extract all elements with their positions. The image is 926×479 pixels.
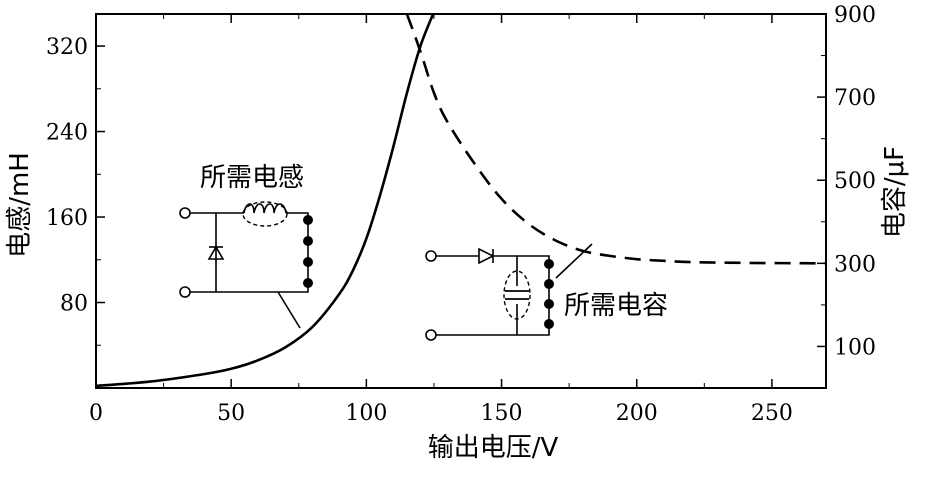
series-cell-dot	[544, 279, 554, 289]
series-cell-dot	[303, 215, 313, 225]
inductor-coil-icon	[243, 203, 287, 214]
terminal-icon	[425, 250, 437, 262]
left-y-tick-label: 320	[46, 35, 88, 60]
capacitance-leader-line	[555, 243, 593, 279]
circuit-wire	[190, 212, 309, 293]
left-y-axis-title: 电感/mH	[5, 152, 35, 258]
terminal-icon	[179, 207, 191, 219]
series-cell-dot	[303, 278, 313, 288]
terminal-icon	[179, 286, 191, 298]
series-cell-dot	[544, 319, 554, 329]
x-tick-label: 50	[217, 401, 245, 426]
diode-icon	[478, 247, 495, 265]
series-cell-dot	[544, 299, 554, 309]
capacitor-highlight-icon	[503, 270, 531, 320]
capacitor-circuit-diagram	[425, 243, 593, 341]
inductance-leader-line	[277, 291, 301, 329]
plot-frame	[95, 13, 827, 389]
inductance-annotation-label: 所需电感	[200, 163, 304, 193]
right-y-tick-label: 700	[834, 86, 876, 111]
x-tick-label: 250	[751, 401, 793, 426]
diode-icon	[207, 245, 225, 260]
left-y-tick-label: 160	[46, 206, 88, 231]
x-tick-label: 200	[616, 401, 658, 426]
inductance-series-line	[96, 14, 435, 388]
right-y-axis-title: 电容/μF	[880, 146, 910, 238]
x-tick-label: 0	[89, 401, 103, 426]
x-tick-label: 150	[481, 401, 523, 426]
right-y-tick-label: 100	[834, 335, 876, 360]
series-cell-dot	[303, 257, 313, 267]
circuit-wire	[436, 255, 550, 336]
x-tick-label: 100	[345, 401, 387, 426]
x-axis-title: 输出电压/V	[428, 433, 559, 463]
right-y-tick-label: 500	[834, 169, 876, 194]
series-cell-dot	[303, 236, 313, 246]
terminal-icon	[425, 329, 437, 341]
capacitance-series-line	[405, 14, 826, 265]
left-y-tick-label: 240	[46, 121, 88, 146]
right-y-tick-label: 300	[834, 252, 876, 277]
inductor-highlight-icon	[242, 201, 288, 227]
inductor-circuit-diagram	[179, 201, 313, 329]
right-y-tick-label: 900	[834, 3, 876, 28]
capacitance-annotation-label: 所需电容	[564, 291, 668, 321]
series-cell-dot	[544, 259, 554, 269]
left-y-tick-label: 80	[60, 292, 88, 317]
